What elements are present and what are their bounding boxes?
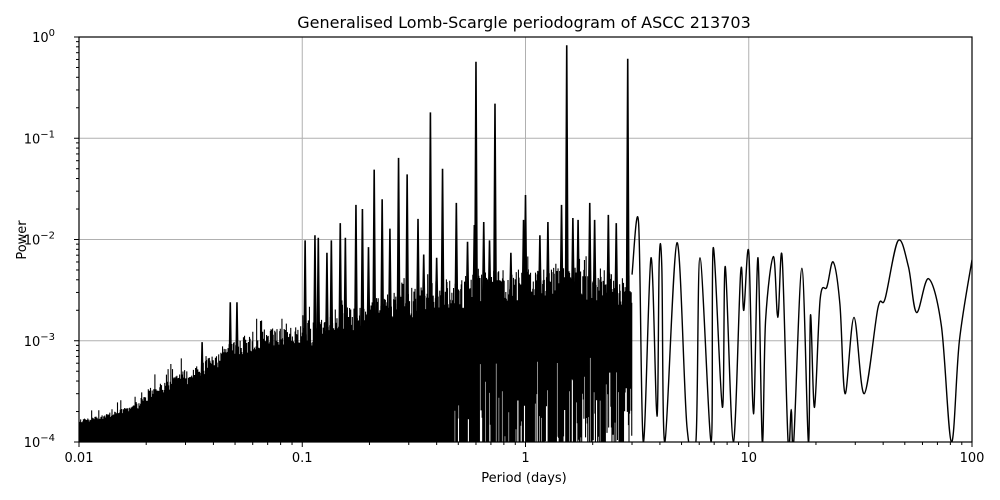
y-axis: 100 10−1 10−2 10−3 10−4 xyxy=(24,28,79,451)
x-tick-label: 0.01 xyxy=(65,451,94,466)
periodogram-peak xyxy=(434,257,439,321)
periodogram-peak xyxy=(316,237,321,360)
periodogram-peak xyxy=(324,252,329,357)
periodogram-peak xyxy=(405,174,410,328)
periodogram-peak xyxy=(338,223,343,352)
periodogram-peak xyxy=(343,237,348,350)
x-axis-label: Period (days) xyxy=(481,471,567,486)
periodogram-peak xyxy=(360,209,365,344)
smooth-tail-curve xyxy=(631,216,972,442)
periodogram-peak xyxy=(387,228,392,334)
periodogram-peak xyxy=(380,199,385,337)
periodogram-peak xyxy=(559,204,564,306)
plot-area xyxy=(79,45,972,442)
x-tick-label: 0.1 xyxy=(292,451,313,466)
y-tick-label: 100 xyxy=(32,28,55,46)
periodogram-peak xyxy=(508,252,513,310)
periodogram-peak xyxy=(472,225,477,315)
periodogram-peak xyxy=(481,221,486,313)
periodogram-peak xyxy=(625,58,630,315)
x-tick-label: 100 xyxy=(960,451,985,466)
periodogram-peak xyxy=(366,247,371,342)
periodogram-peak xyxy=(329,240,334,355)
noise-fill xyxy=(79,256,633,442)
periodogram-peak xyxy=(576,219,581,307)
periodogram-peak xyxy=(537,235,542,308)
periodogram-peak xyxy=(614,223,619,312)
periodogram-peak xyxy=(570,218,575,307)
y-tick-label: 10−4 xyxy=(24,433,55,451)
long-period-curve xyxy=(631,216,972,442)
periodogram-peak xyxy=(228,302,233,381)
periodogram-peak xyxy=(454,202,459,318)
periodogram-peak xyxy=(564,45,569,306)
periodogram-peak xyxy=(353,204,358,346)
periodogram-peak xyxy=(421,254,426,324)
y-tick-label: 10−1 xyxy=(24,129,55,147)
periodogram-peak xyxy=(200,342,205,404)
y-tick-label: 10−3 xyxy=(24,332,55,350)
periodogram-peak xyxy=(303,240,308,365)
periodogram-peak xyxy=(312,235,317,361)
periodogram-peak xyxy=(372,169,377,340)
y-axis-label: Power xyxy=(15,220,30,260)
x-tick-label: 10 xyxy=(740,451,757,466)
periodogram-peak xyxy=(416,218,421,326)
x-tick-label: 1 xyxy=(521,451,529,466)
x-axis: 0.01 0.1 1 10 100 xyxy=(65,442,985,466)
periodogram-peak xyxy=(606,214,611,311)
periodogram-peak xyxy=(234,302,239,379)
periodogram-peak xyxy=(396,157,401,331)
periodogram-peak xyxy=(545,221,550,307)
noise-strokes xyxy=(79,256,633,442)
periodogram-peak xyxy=(440,168,445,320)
periodogram-peak xyxy=(492,103,497,311)
peak-lines xyxy=(200,45,630,404)
periodogram-peak xyxy=(428,112,433,323)
periodogram-peak xyxy=(592,219,597,308)
periodogram-peak xyxy=(587,202,592,308)
periodogram-peak xyxy=(523,195,528,309)
periodogram-peak xyxy=(487,240,492,312)
periodogram-peak xyxy=(465,241,470,316)
chart-title: Generalised Lomb-Scargle periodogram of … xyxy=(297,13,751,32)
y-tick-label: 10−2 xyxy=(24,231,55,249)
